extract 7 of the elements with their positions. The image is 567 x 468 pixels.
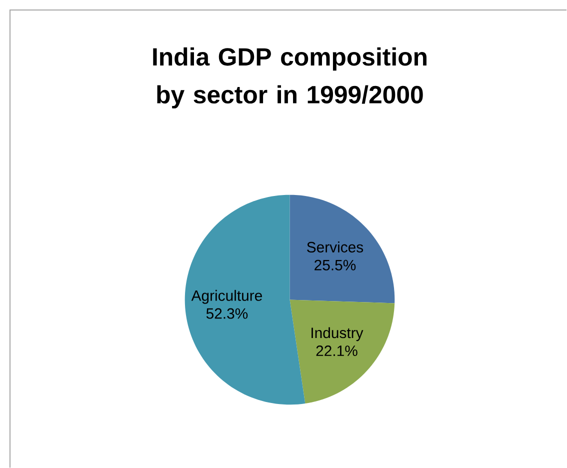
data-label: 22.1% xyxy=(316,345,358,356)
slice-label: Agriculture xyxy=(191,290,262,304)
slice-label: Industry xyxy=(312,327,364,342)
chart-title: India GDP composition by sector in 1999/2000 xyxy=(153,47,426,108)
slice-label: Services xyxy=(307,241,364,252)
data-label: 25.5% xyxy=(314,260,356,270)
data-label: 52.3% xyxy=(206,308,248,319)
